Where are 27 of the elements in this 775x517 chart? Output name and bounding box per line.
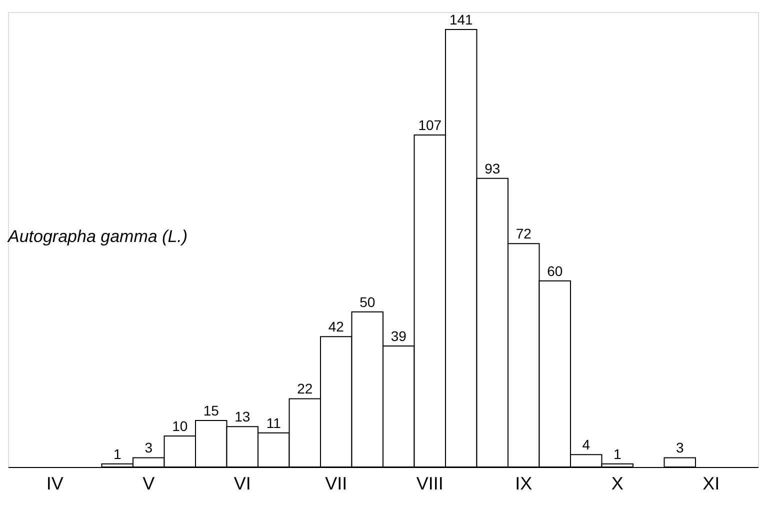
data-label: 39: [390, 328, 407, 344]
x-tick-label: V: [142, 474, 155, 494]
data-label: 3: [676, 440, 684, 456]
data-label: 50: [360, 294, 376, 310]
x-tick-label: IV: [46, 474, 64, 494]
x-tick-label: IX: [515, 474, 532, 494]
data-label: 15: [203, 402, 220, 418]
data-label: 1: [613, 446, 622, 462]
data-label: 13: [234, 408, 250, 425]
data-label: 1: [113, 446, 122, 462]
data-label: 10: [172, 418, 188, 434]
data-label: 141: [449, 12, 474, 28]
data-label: 107: [418, 116, 442, 133]
data-label: 93: [484, 160, 500, 176]
x-tick-label: XI: [702, 474, 720, 494]
x-tick-label: VI: [234, 474, 251, 494]
annotation: Autographa gamma (L.): [7, 227, 188, 246]
x-tick-label: VII: [325, 474, 348, 494]
data-label: 42: [328, 318, 344, 335]
data-label: 3: [144, 440, 153, 456]
data-label: 22: [297, 380, 313, 397]
data-label: 11: [266, 414, 282, 431]
data-label: 72: [516, 226, 532, 242]
data-label: 4: [582, 436, 590, 453]
x-tick-label: X: [611, 474, 624, 494]
data-label: 60: [547, 262, 563, 279]
x-tick-label: VIII: [416, 474, 444, 494]
